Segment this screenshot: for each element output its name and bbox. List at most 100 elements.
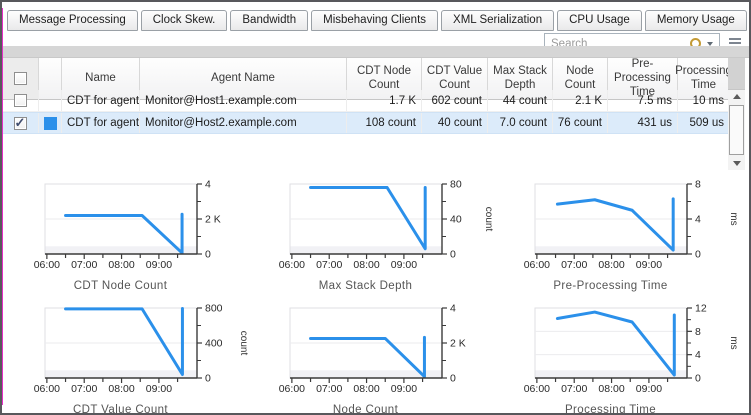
left-accent-border	[2, 8, 3, 405]
svg-text:ms: ms	[728, 212, 739, 225]
svg-text:4: 4	[695, 214, 701, 226]
svg-text:07:00: 07:00	[561, 259, 587, 271]
svg-text:4: 4	[695, 349, 701, 361]
tab-cpu-usage[interactable]: CPU Usage	[557, 10, 642, 31]
table-cell: CDT for agent 3	[62, 90, 140, 111]
column-chooser-bar	[729, 38, 741, 40]
tab-bar: Message Processing Clock Skew. Bandwidth Mi…	[7, 2, 749, 31]
svg-text:0: 0	[205, 249, 211, 261]
svg-text:0: 0	[450, 249, 456, 261]
table-cell: 108 count	[347, 113, 422, 133]
chart-canvas: 0 2 K 4 06:00 07:00 08:00 09:00	[278, 303, 466, 396]
search-options-chevron-icon[interactable]	[707, 42, 713, 46]
table-cell: CDT for agent 5	[62, 113, 140, 133]
svg-text:40: 40	[450, 214, 462, 226]
svg-text:4: 4	[450, 303, 456, 315]
svg-text:07:00: 07:00	[71, 383, 97, 395]
table-cell: 7.5 ms	[608, 90, 678, 111]
chart-title: Pre-Processing Time	[553, 280, 668, 292]
chart-canvas: 0 2 K 4 06:00 07:00 08:00 09:00	[33, 179, 221, 272]
column-header-cdt-value-count[interactable]: CDT Value Count	[422, 58, 488, 101]
scrollbar-up-button[interactable]	[728, 90, 745, 103]
svg-text:09:00: 09:00	[390, 383, 416, 395]
svg-text:count: count	[238, 331, 249, 356]
row-checkbox-cell	[2, 113, 39, 133]
row-swatch-cell	[39, 113, 62, 133]
svg-text:800: 800	[205, 303, 223, 315]
chart-cdt-node-count: 0 2 K 4 06:00 07:00 08:00 09:00 CDT Node Count	[11, 178, 251, 293]
table-cell: 76 count	[553, 113, 608, 133]
column-header-max-stack-depth[interactable]: Max Stack Depth	[488, 58, 553, 101]
svg-text:09:00: 09:00	[145, 259, 171, 271]
table-cell: 602 count	[422, 90, 488, 111]
table-row[interactable]: CDT for agent 5Monitor@Host2.example.com…	[2, 112, 730, 134]
svg-text:0: 0	[695, 373, 701, 385]
svg-text:count: count	[483, 207, 494, 232]
grid-top-strip	[2, 46, 749, 58]
column-header-agent-name[interactable]: Agent Name	[140, 58, 347, 101]
table-cell: Monitor@Host1.example.com	[140, 90, 347, 111]
tab-xml-serialization[interactable]: XML Serialization	[441, 10, 555, 31]
column-header-swatch[interactable]	[39, 58, 62, 101]
tab-misbehaving-clients[interactable]: Misbehaving Clients	[311, 10, 439, 31]
chart-processing-time: 0 4 8 12 06:00 07:00 08:00 09:00 ms Processing Ti…	[501, 302, 741, 415]
svg-text:08:00: 08:00	[598, 259, 624, 271]
svg-text:2 K: 2 K	[205, 214, 221, 226]
chart-title: Processing Time	[564, 404, 656, 415]
table-cell: 1.7 K	[347, 90, 422, 111]
table-cell: 10 ms	[678, 90, 730, 111]
table-cell: 431 us	[608, 113, 678, 133]
svg-text:06:00: 06:00	[278, 259, 304, 271]
up-arrow-icon	[732, 94, 741, 99]
svg-text:09:00: 09:00	[390, 259, 416, 271]
svg-text:08:00: 08:00	[353, 259, 379, 271]
chart-canvas: 0 4 8 06:00 07:00 08:00 09:00 ms	[523, 179, 739, 272]
svg-text:09:00: 09:00	[635, 383, 661, 395]
table-cell: 44 count	[488, 90, 553, 111]
row-checkbox[interactable]	[13, 94, 27, 107]
svg-text:08:00: 08:00	[108, 383, 134, 395]
tab-memory-usage[interactable]: Memory Usage	[644, 10, 747, 31]
column-header-processing-time[interactable]: Processing Time	[675, 58, 732, 101]
table-cell: Monitor@Host2.example.com	[140, 113, 347, 133]
svg-text:0: 0	[695, 249, 701, 261]
column-header-pre-processing-time[interactable]: Pre-Processing Time	[608, 58, 678, 101]
tab-clock-skew[interactable]: Clock Skew.	[140, 10, 228, 31]
scrollbar-down-button[interactable]	[728, 157, 745, 170]
chart-title: Max Stack Depth	[318, 280, 413, 292]
svg-text:06:00: 06:00	[33, 383, 59, 395]
metrics-table: Name Agent Name CDT Node Count CDT Value Co…	[2, 58, 732, 134]
scrollbar-thumb[interactable]	[729, 105, 744, 155]
vertical-scrollbar[interactable]	[728, 90, 745, 170]
svg-text:09:00: 09:00	[145, 383, 171, 395]
row-checkbox[interactable]	[13, 115, 27, 131]
column-header-cdt-node-count[interactable]: CDT Node Count	[347, 58, 422, 101]
chart-canvas: 0 400 800 06:00 07:00 08:00 09:00 count	[33, 303, 249, 396]
svg-text:ms: ms	[728, 336, 739, 349]
header-scrollbar-corner	[728, 58, 745, 90]
chart-cdt-value-count: 0 400 800 06:00 07:00 08:00 09:00 count CDT Valu…	[11, 302, 251, 414]
table-cell: 509 us	[678, 113, 730, 133]
tab-bandwidth[interactable]: Bandwidth	[230, 10, 309, 31]
column-header-name[interactable]: Name	[62, 58, 140, 101]
row-checkbox-cell	[2, 90, 39, 111]
svg-text:2 K: 2 K	[450, 338, 466, 350]
column-header-node-count[interactable]: Node Count	[553, 58, 608, 101]
chart-canvas: 0 40 80 06:00 07:00 08:00 09:00 count	[278, 179, 494, 272]
svg-text:08:00: 08:00	[108, 259, 134, 271]
svg-text:12: 12	[695, 303, 707, 315]
table-row[interactable]: CDT for agent 3Monitor@Host1.example.com…	[2, 90, 730, 112]
svg-text:8: 8	[695, 326, 701, 338]
svg-text:08:00: 08:00	[598, 383, 624, 395]
chart-pre-processing-time: 0 4 8 06:00 07:00 08:00 09:00 ms Pre-Processing …	[501, 178, 741, 293]
select-all-checkbox[interactable]	[13, 72, 27, 86]
svg-text:06:00: 06:00	[278, 383, 304, 395]
svg-text:06:00: 06:00	[523, 259, 549, 271]
tab-message-processing[interactable]: Message Processing	[7, 10, 138, 31]
chart-max-stack-depth: 0 40 80 06:00 07:00 08:00 09:00 count Max Stack …	[256, 178, 496, 293]
svg-text:4: 4	[205, 179, 211, 191]
svg-text:0: 0	[205, 373, 211, 385]
chart-node-count: 0 2 K 4 06:00 07:00 08:00 09:00 Node Count	[256, 302, 496, 414]
